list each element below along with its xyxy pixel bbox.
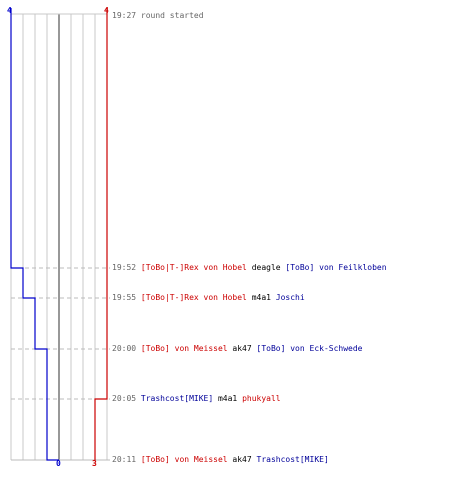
event-row: 19:55 [ToBo|T-]Rex von Hobel m4a1 Joschi — [112, 293, 305, 303]
event-weapon: deagle — [246, 263, 286, 272]
event-player: Trashcost[MIKE] — [140, 394, 214, 403]
event-time: 19:27 — [112, 11, 141, 20]
red-team-line — [94, 8, 108, 460]
event-player: [ToBo] von Feilkloben — [285, 263, 387, 272]
event-player: phukyall — [242, 394, 281, 403]
event-weapon: ak47 — [227, 344, 257, 353]
blue-team-line — [10, 8, 59, 461]
event-time: 20:11 — [112, 455, 141, 464]
event-row: 20:11 [ToBo] von Meissel ak47 Trashcost[… — [112, 455, 329, 465]
event-player: [ToBo|T-]Rex von Hobel — [140, 263, 247, 272]
event-player: round started — [140, 11, 204, 20]
event-player: [ToBo|T-]Rex von Hobel — [140, 293, 247, 302]
event-time: 19:52 — [112, 263, 141, 272]
event-weapon: m4a1 — [213, 394, 243, 403]
event-time: 20:05 — [112, 394, 141, 403]
blue-start-count: 4 — [7, 6, 12, 15]
event-row: 19:52 [ToBo|T-]Rex von Hobel deagle [ToB… — [112, 263, 387, 273]
event-weapon: ak47 — [227, 455, 257, 464]
event-row: 20:05 Trashcost[MIKE] m4a1 phukyall — [112, 394, 281, 404]
blue-end-count: 0 — [56, 459, 61, 468]
event-player: [ToBo] von Meissel — [140, 455, 228, 464]
red-start-count: 4 — [104, 6, 109, 15]
event-player: [ToBo] von Eck-Schwede — [256, 344, 363, 353]
event-player: Trashcost[MIKE] — [256, 455, 329, 464]
event-time: 20:00 — [112, 344, 141, 353]
event-row: 19:27 round started — [112, 11, 204, 21]
event-weapon: m4a1 — [246, 293, 276, 302]
event-row: 20:00 [ToBo] von Meissel ak47 [ToBo] von… — [112, 344, 362, 354]
event-player: [ToBo] von Meissel — [140, 344, 228, 353]
event-time: 19:55 — [112, 293, 141, 302]
red-end-count: 3 — [92, 459, 97, 468]
event-player: Joschi — [275, 293, 305, 302]
